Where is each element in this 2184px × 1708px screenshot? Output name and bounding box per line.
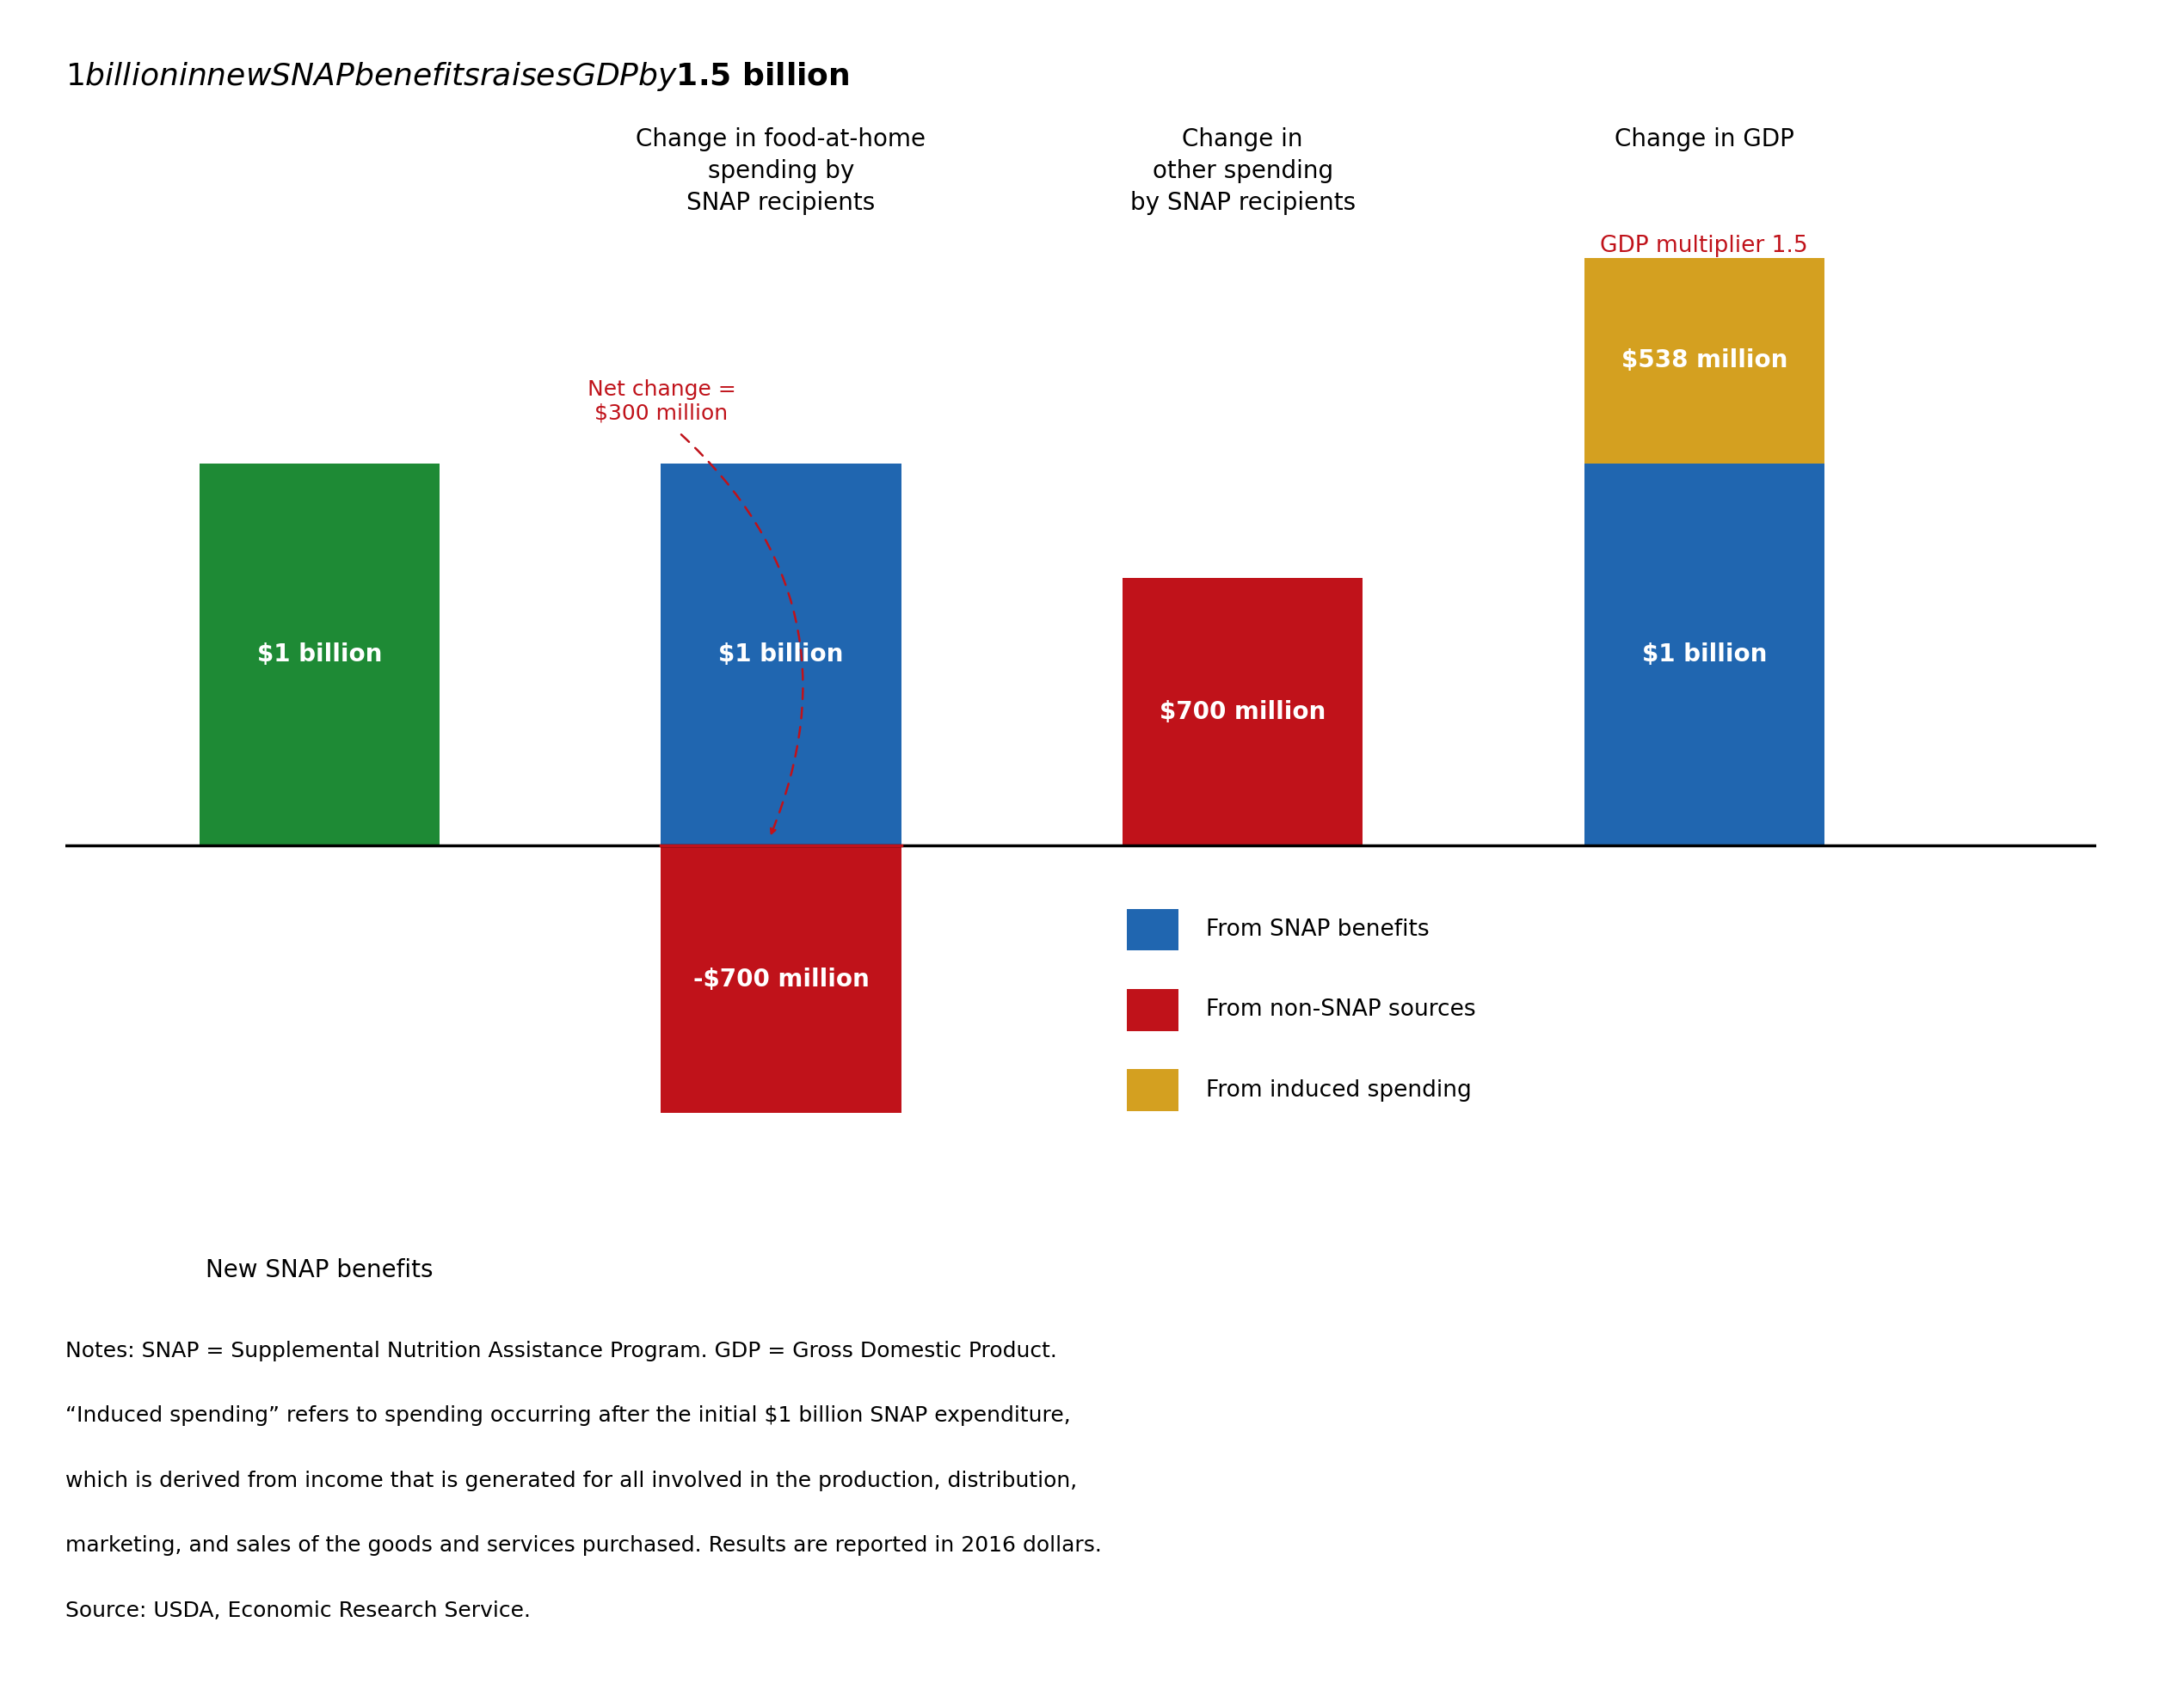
Text: From induced spending: From induced spending (1206, 1079, 1472, 1102)
Bar (1127, 989, 1177, 1032)
Bar (1123, 577, 1363, 845)
Text: $1 billion: $1 billion (1642, 642, 1767, 666)
Bar (1583, 258, 1824, 463)
Bar (199, 463, 439, 845)
Text: Net change =
$300 million: Net change = $300 million (587, 379, 736, 424)
Text: “Induced spending” refers to spending occurring after the initial $1 billion SNA: “Induced spending” refers to spending oc… (66, 1406, 1070, 1426)
Text: From SNAP benefits: From SNAP benefits (1206, 919, 1428, 941)
Text: $538 million: $538 million (1621, 348, 1787, 372)
Text: which is derived from income that is generated for all involved in the productio: which is derived from income that is gen… (66, 1471, 1077, 1491)
Bar (662, 845, 902, 1114)
Text: $700 million: $700 million (1160, 700, 1326, 724)
Text: -$700 million: -$700 million (692, 967, 869, 991)
Text: $1 billion in new SNAP benefits raises GDP by $1.5 billion: $1 billion in new SNAP benefits raises G… (66, 60, 850, 92)
Bar (662, 463, 902, 845)
Bar (1127, 1069, 1177, 1112)
Text: $1 billion: $1 billion (719, 642, 843, 666)
Text: $1 billion: $1 billion (258, 642, 382, 666)
Text: Change in food-at-home
spending by
SNAP recipients: Change in food-at-home spending by SNAP … (636, 126, 926, 215)
Text: From non-SNAP sources: From non-SNAP sources (1206, 999, 1476, 1021)
Text: Change in
other spending
by SNAP recipients: Change in other spending by SNAP recipie… (1129, 126, 1356, 215)
Bar (1127, 909, 1177, 951)
Text: Notes: SNAP = Supplemental Nutrition Assistance Program. GDP = Gross Domestic Pr: Notes: SNAP = Supplemental Nutrition Ass… (66, 1341, 1057, 1361)
Text: Change in GDP: Change in GDP (1614, 126, 1793, 152)
Bar (1583, 463, 1824, 845)
Text: marketing, and sales of the goods and services purchased. Results are reported i: marketing, and sales of the goods and se… (66, 1535, 1103, 1556)
Text: GDP multiplier 1.5: GDP multiplier 1.5 (1601, 234, 1808, 256)
Text: Source: USDA, Economic Research Service.: Source: USDA, Economic Research Service. (66, 1600, 531, 1621)
Text: New SNAP benefits: New SNAP benefits (205, 1259, 432, 1283)
